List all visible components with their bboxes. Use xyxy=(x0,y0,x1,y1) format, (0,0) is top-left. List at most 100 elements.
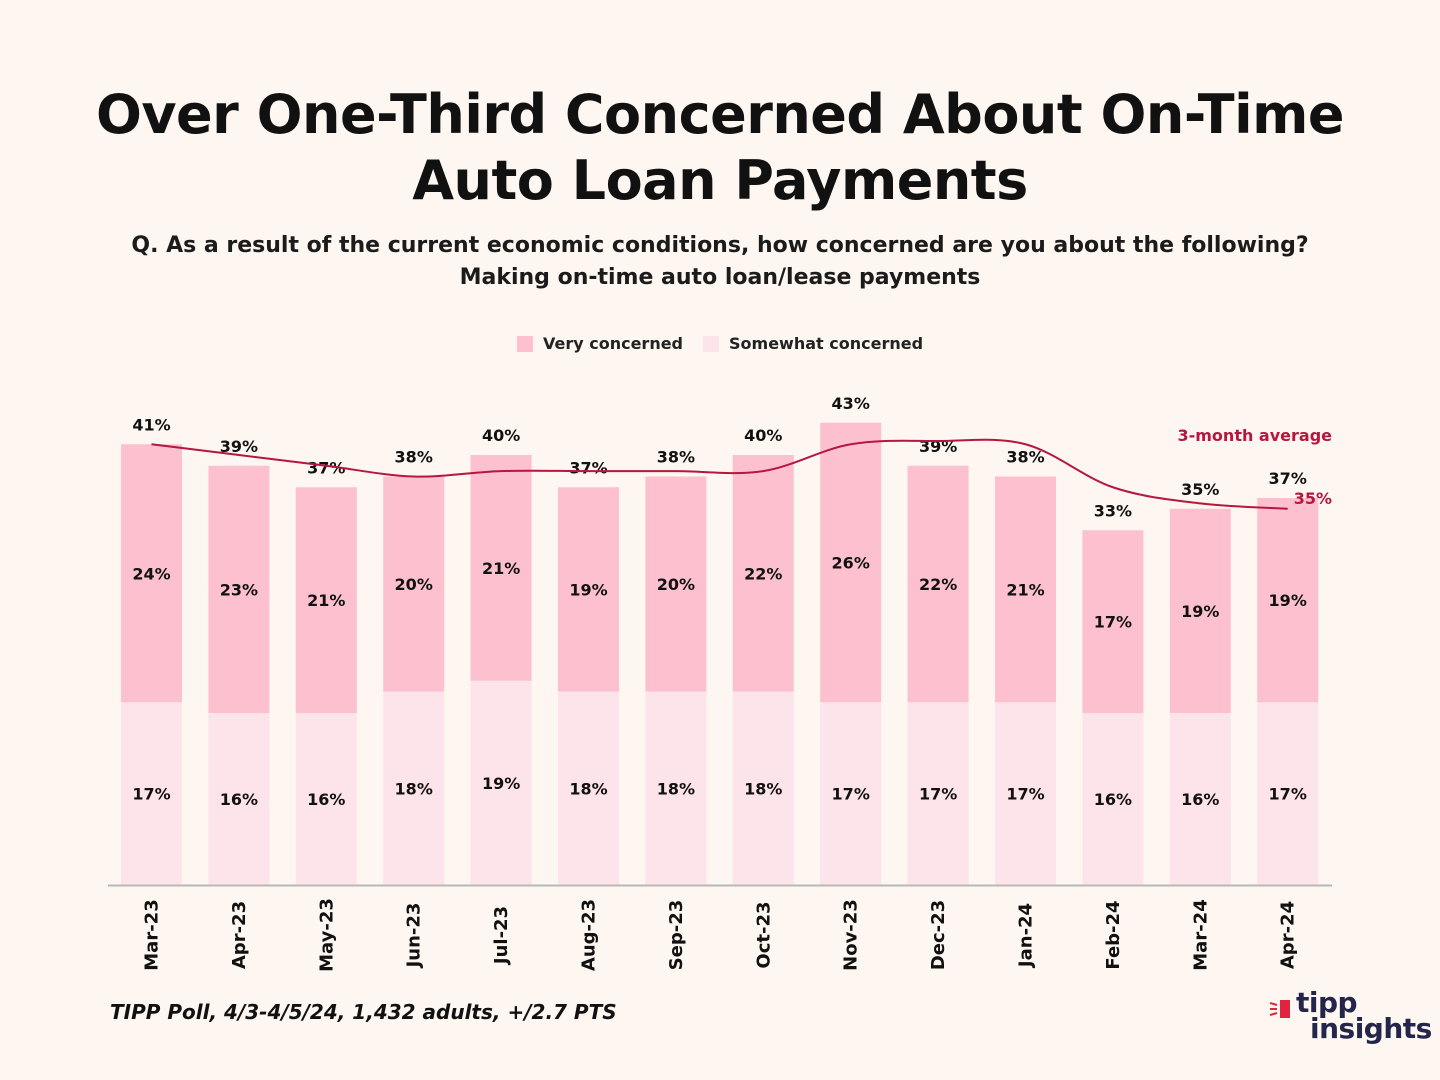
logo-word-insights: insights xyxy=(1310,1012,1432,1045)
data-label-total: 38% xyxy=(1006,448,1044,467)
bar-very xyxy=(121,444,182,703)
bar-very xyxy=(907,465,969,703)
bar-somewhat xyxy=(1169,713,1231,885)
x-tick-label: Apr-24 xyxy=(1278,901,1299,969)
subtitle-question: Q. As a result of the current economic c… xyxy=(131,233,1309,258)
data-label-somewhat: 16% xyxy=(1181,790,1219,809)
bar-somewhat xyxy=(645,691,707,885)
data-label-very: 19% xyxy=(1269,591,1307,610)
data-label-total: 39% xyxy=(220,437,258,456)
data-label-very: 20% xyxy=(395,575,433,594)
data-label-total: 40% xyxy=(482,426,520,445)
x-tick-label: Mar-23 xyxy=(142,899,163,970)
legend: Very concerned Somewhat concerned xyxy=(0,334,1440,353)
data-label-somewhat: 17% xyxy=(832,785,870,804)
x-tick-label: Mar-24 xyxy=(1190,899,1211,970)
legend-item-somewhat: Somewhat concerned xyxy=(703,334,923,353)
data-label-very: 24% xyxy=(132,564,170,583)
bar-very xyxy=(732,455,794,692)
data-label-somewhat: 16% xyxy=(1094,790,1132,809)
data-label-very: 19% xyxy=(1181,602,1219,621)
data-label-total: 37% xyxy=(307,458,345,477)
bar-very xyxy=(995,476,1056,703)
data-label-somewhat: 17% xyxy=(132,785,170,804)
data-label-total: 39% xyxy=(919,437,957,456)
data-label-somewhat: 18% xyxy=(395,779,433,798)
bar-somewhat xyxy=(907,702,969,885)
logo-mark-icon xyxy=(1269,1000,1290,1018)
data-label-very: 23% xyxy=(220,580,258,599)
data-label-total: 37% xyxy=(569,458,607,477)
x-tick-label: Apr-23 xyxy=(229,901,250,969)
data-label-total: 35% xyxy=(1181,480,1219,499)
data-label-somewhat: 16% xyxy=(220,790,258,809)
average-line xyxy=(151,438,1288,510)
chart-title: Over One-Third Concerned About On-Time A… xyxy=(95,83,1345,212)
legend-label-very: Very concerned xyxy=(542,334,684,353)
data-label-somewhat: 18% xyxy=(744,779,782,798)
bar-very xyxy=(1082,530,1144,713)
data-label-very: 22% xyxy=(919,575,957,594)
x-tick-label: Aug-23 xyxy=(579,899,600,971)
bar-somewhat xyxy=(208,713,270,885)
x-tick-label: Feb-24 xyxy=(1103,900,1124,969)
x-tick-label: Dec-23 xyxy=(928,900,949,970)
bar-somewhat xyxy=(295,713,357,885)
bar-very xyxy=(820,422,882,703)
legend-item-very: Very concerned xyxy=(516,334,684,353)
average-line-label: 3-month average xyxy=(1177,426,1332,445)
bar-somewhat xyxy=(995,702,1056,885)
bar-somewhat xyxy=(558,691,619,885)
legend-swatch-somewhat xyxy=(703,335,720,352)
bar-somewhat xyxy=(820,702,882,885)
logo-word-tipp: tipp xyxy=(1296,986,1358,1019)
data-label-total: 40% xyxy=(744,426,782,445)
bar-somewhat xyxy=(470,680,532,885)
source-note: TIPP Poll, 4/3-4/5/24, 1,432 adults, +/2… xyxy=(110,1000,617,1024)
data-label-total: 43% xyxy=(832,394,870,413)
data-label-somewhat: 18% xyxy=(569,779,607,798)
bar-very xyxy=(208,465,270,713)
bar-somewhat xyxy=(121,702,182,885)
bar-very xyxy=(295,487,357,713)
data-label-very: 20% xyxy=(657,575,695,594)
legend-label-somewhat: Somewhat concerned xyxy=(729,334,924,353)
data-label-very: 17% xyxy=(1094,613,1132,632)
bar-very xyxy=(383,476,445,692)
data-label-very: 19% xyxy=(569,580,607,599)
data-label-somewhat: 18% xyxy=(657,779,695,798)
subtitle-item: Making on-time auto loan/lease payments xyxy=(459,265,981,290)
data-label-very: 22% xyxy=(744,564,782,583)
bar-very xyxy=(558,487,619,692)
x-tick-label: Nov-23 xyxy=(841,899,862,971)
x-tick-label: Jun-23 xyxy=(404,903,425,970)
data-label-very: 21% xyxy=(307,591,345,610)
x-tick-label: Jan-24 xyxy=(1016,903,1037,969)
bar-very xyxy=(645,476,707,692)
data-label-somewhat: 17% xyxy=(1269,785,1307,804)
legend-swatch-very xyxy=(516,335,533,352)
bar-somewhat xyxy=(383,691,445,885)
data-label-very: 21% xyxy=(482,559,520,578)
data-label-somewhat: 19% xyxy=(482,774,520,793)
data-label-total: 37% xyxy=(1269,469,1307,488)
data-label-total: 41% xyxy=(132,415,170,434)
data-label-very: 21% xyxy=(1006,580,1044,599)
x-tick-label: Oct-23 xyxy=(753,901,774,968)
data-label-total: 38% xyxy=(657,448,695,467)
tipp-insights-logo: tipp insights xyxy=(1268,986,1432,1050)
bar-somewhat xyxy=(1082,713,1144,885)
chart-subtitle: Q. As a result of the current economic c… xyxy=(60,230,1380,294)
x-tick-label: May-23 xyxy=(316,898,337,972)
data-label-somewhat: 16% xyxy=(307,790,345,809)
average-end-label: 35% xyxy=(1294,489,1332,508)
x-tick-label: Jul-23 xyxy=(491,906,512,966)
bar-very xyxy=(1257,498,1319,703)
data-label-total: 38% xyxy=(395,448,433,467)
data-label-very: 26% xyxy=(832,554,870,573)
data-label-somewhat: 17% xyxy=(919,785,957,804)
data-label-somewhat: 17% xyxy=(1006,785,1044,804)
data-label-total: 33% xyxy=(1094,501,1132,520)
bar-very xyxy=(470,455,532,681)
